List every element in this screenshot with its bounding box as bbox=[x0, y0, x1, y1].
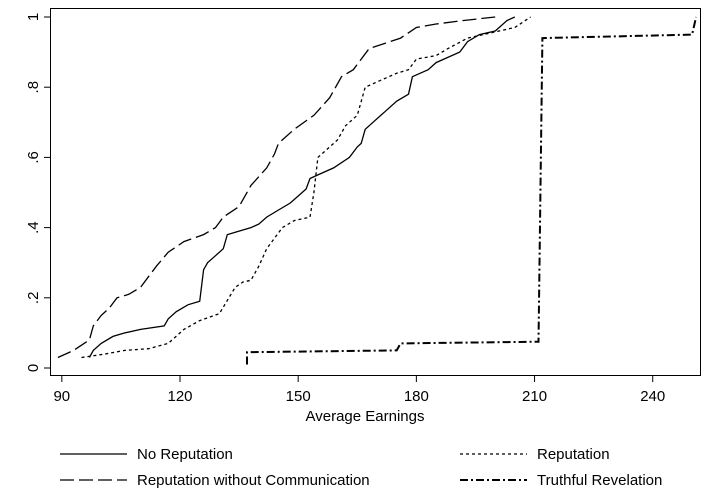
series-layer bbox=[57, 16, 698, 365]
x-axis: 90 120 150 180 210 240 bbox=[53, 376, 665, 405]
y-tick-label: .8 bbox=[25, 81, 42, 94]
x-tick-label: 90 bbox=[53, 388, 70, 405]
x-tick-label: 210 bbox=[522, 388, 547, 405]
y-tick-label: .6 bbox=[25, 151, 42, 164]
legend: No Reputation Reputation Reputation withou… bbox=[60, 446, 662, 489]
x-axis-title: Average Earnings bbox=[306, 408, 425, 425]
series-line-4 bbox=[246, 16, 698, 365]
x-tick-label: 120 bbox=[167, 388, 192, 405]
legend-label: Reputation without Communication bbox=[137, 472, 370, 489]
plot-frame bbox=[50, 8, 701, 376]
y-tick-label: 0 bbox=[25, 364, 42, 372]
series-line-3 bbox=[57, 16, 496, 359]
legend-label: Reputation bbox=[537, 446, 610, 463]
y-tick-label: 1 bbox=[25, 13, 42, 21]
y-tick-label: .4 bbox=[25, 221, 42, 234]
y-tick-label: .2 bbox=[25, 292, 42, 305]
x-tick-label: 180 bbox=[404, 388, 429, 405]
series-line-2 bbox=[81, 16, 531, 359]
legend-label: No Reputation bbox=[137, 446, 233, 463]
x-tick-label: 150 bbox=[286, 388, 311, 405]
legend-label: Truthful Revelation bbox=[537, 472, 662, 489]
y-axis: 0 .2 .4 .6 .8 1 bbox=[25, 13, 50, 372]
series-line-1 bbox=[88, 16, 516, 358]
x-tick-label: 240 bbox=[640, 388, 665, 405]
